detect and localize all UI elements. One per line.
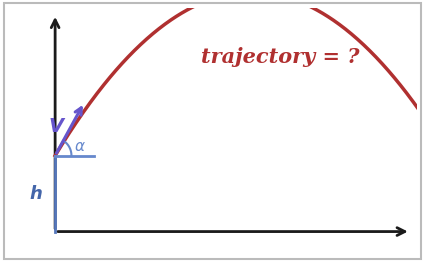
Text: V: V [48, 117, 63, 136]
Text: trajectory = ?: trajectory = ? [201, 47, 360, 67]
Text: h: h [29, 185, 42, 203]
Text: α: α [74, 139, 84, 154]
